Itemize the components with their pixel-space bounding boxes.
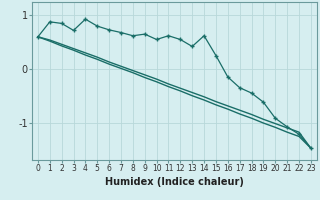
X-axis label: Humidex (Indice chaleur): Humidex (Indice chaleur) xyxy=(105,177,244,187)
